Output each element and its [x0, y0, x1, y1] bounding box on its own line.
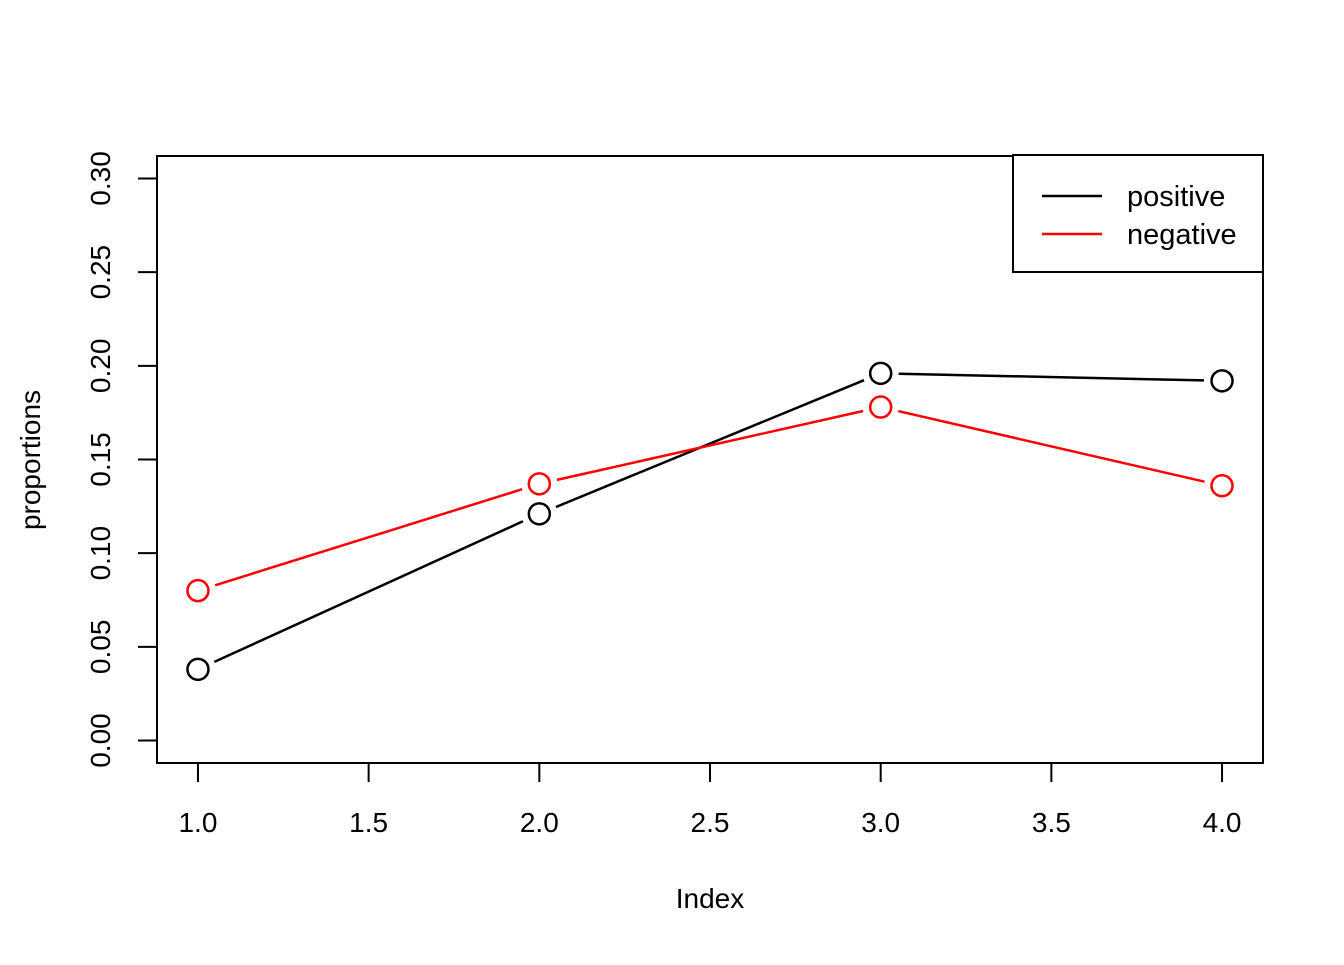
y-axis-title: proportions: [15, 390, 46, 530]
data-series-layer: [186, 361, 1234, 682]
x-tick-label: 1.5: [349, 807, 388, 838]
series-segment-positive: [213, 520, 524, 664]
legend-box: [1012, 154, 1264, 273]
data-point-negative: [186, 578, 210, 603]
series-segment-positive: [898, 372, 1205, 382]
series-segment-negative: [556, 409, 864, 482]
data-point-positive: [186, 657, 210, 682]
data-point-positive: [527, 502, 552, 526]
y-tick-label: 0.00: [85, 713, 116, 768]
data-point-positive: [1210, 369, 1234, 393]
legend-label-positive: positive: [1127, 181, 1225, 213]
y-tick-label: 0.20: [85, 339, 116, 394]
y-tick-label: 0.05: [85, 620, 116, 675]
data-point-negative: [1210, 473, 1234, 498]
y-axis-ticks: 0.00 0.05 0.10 0.15 0.20 0.25 0.30: [85, 151, 157, 768]
legend: positive negative: [1012, 154, 1264, 273]
x-tick-label: 2.5: [691, 807, 730, 838]
legend-label-negative: negative: [1127, 219, 1237, 251]
series-segment-negative: [214, 488, 523, 587]
x-tick-label: 3.0: [861, 807, 900, 838]
x-tick-label: 4.0: [1203, 807, 1242, 838]
y-tick-label: 0.15: [85, 432, 116, 487]
series-segment-negative: [897, 409, 1205, 483]
data-point-negative: [868, 395, 893, 419]
x-tick-label: 3.5: [1032, 807, 1071, 838]
y-tick-label: 0.25: [85, 245, 116, 300]
x-tick-label: 1.0: [178, 807, 217, 838]
x-tick-label: 2.0: [520, 807, 559, 838]
x-axis-title: Index: [676, 883, 745, 914]
series-segment-positive: [555, 379, 865, 509]
y-tick-label: 0.30: [85, 151, 116, 206]
data-point-negative: [527, 472, 552, 496]
x-axis-ticks: 1.0 1.5 2.0 2.5 3.0 3.5 4.0: [178, 763, 1242, 838]
y-tick-label: 0.10: [85, 526, 116, 581]
data-point-positive: [868, 361, 893, 386]
